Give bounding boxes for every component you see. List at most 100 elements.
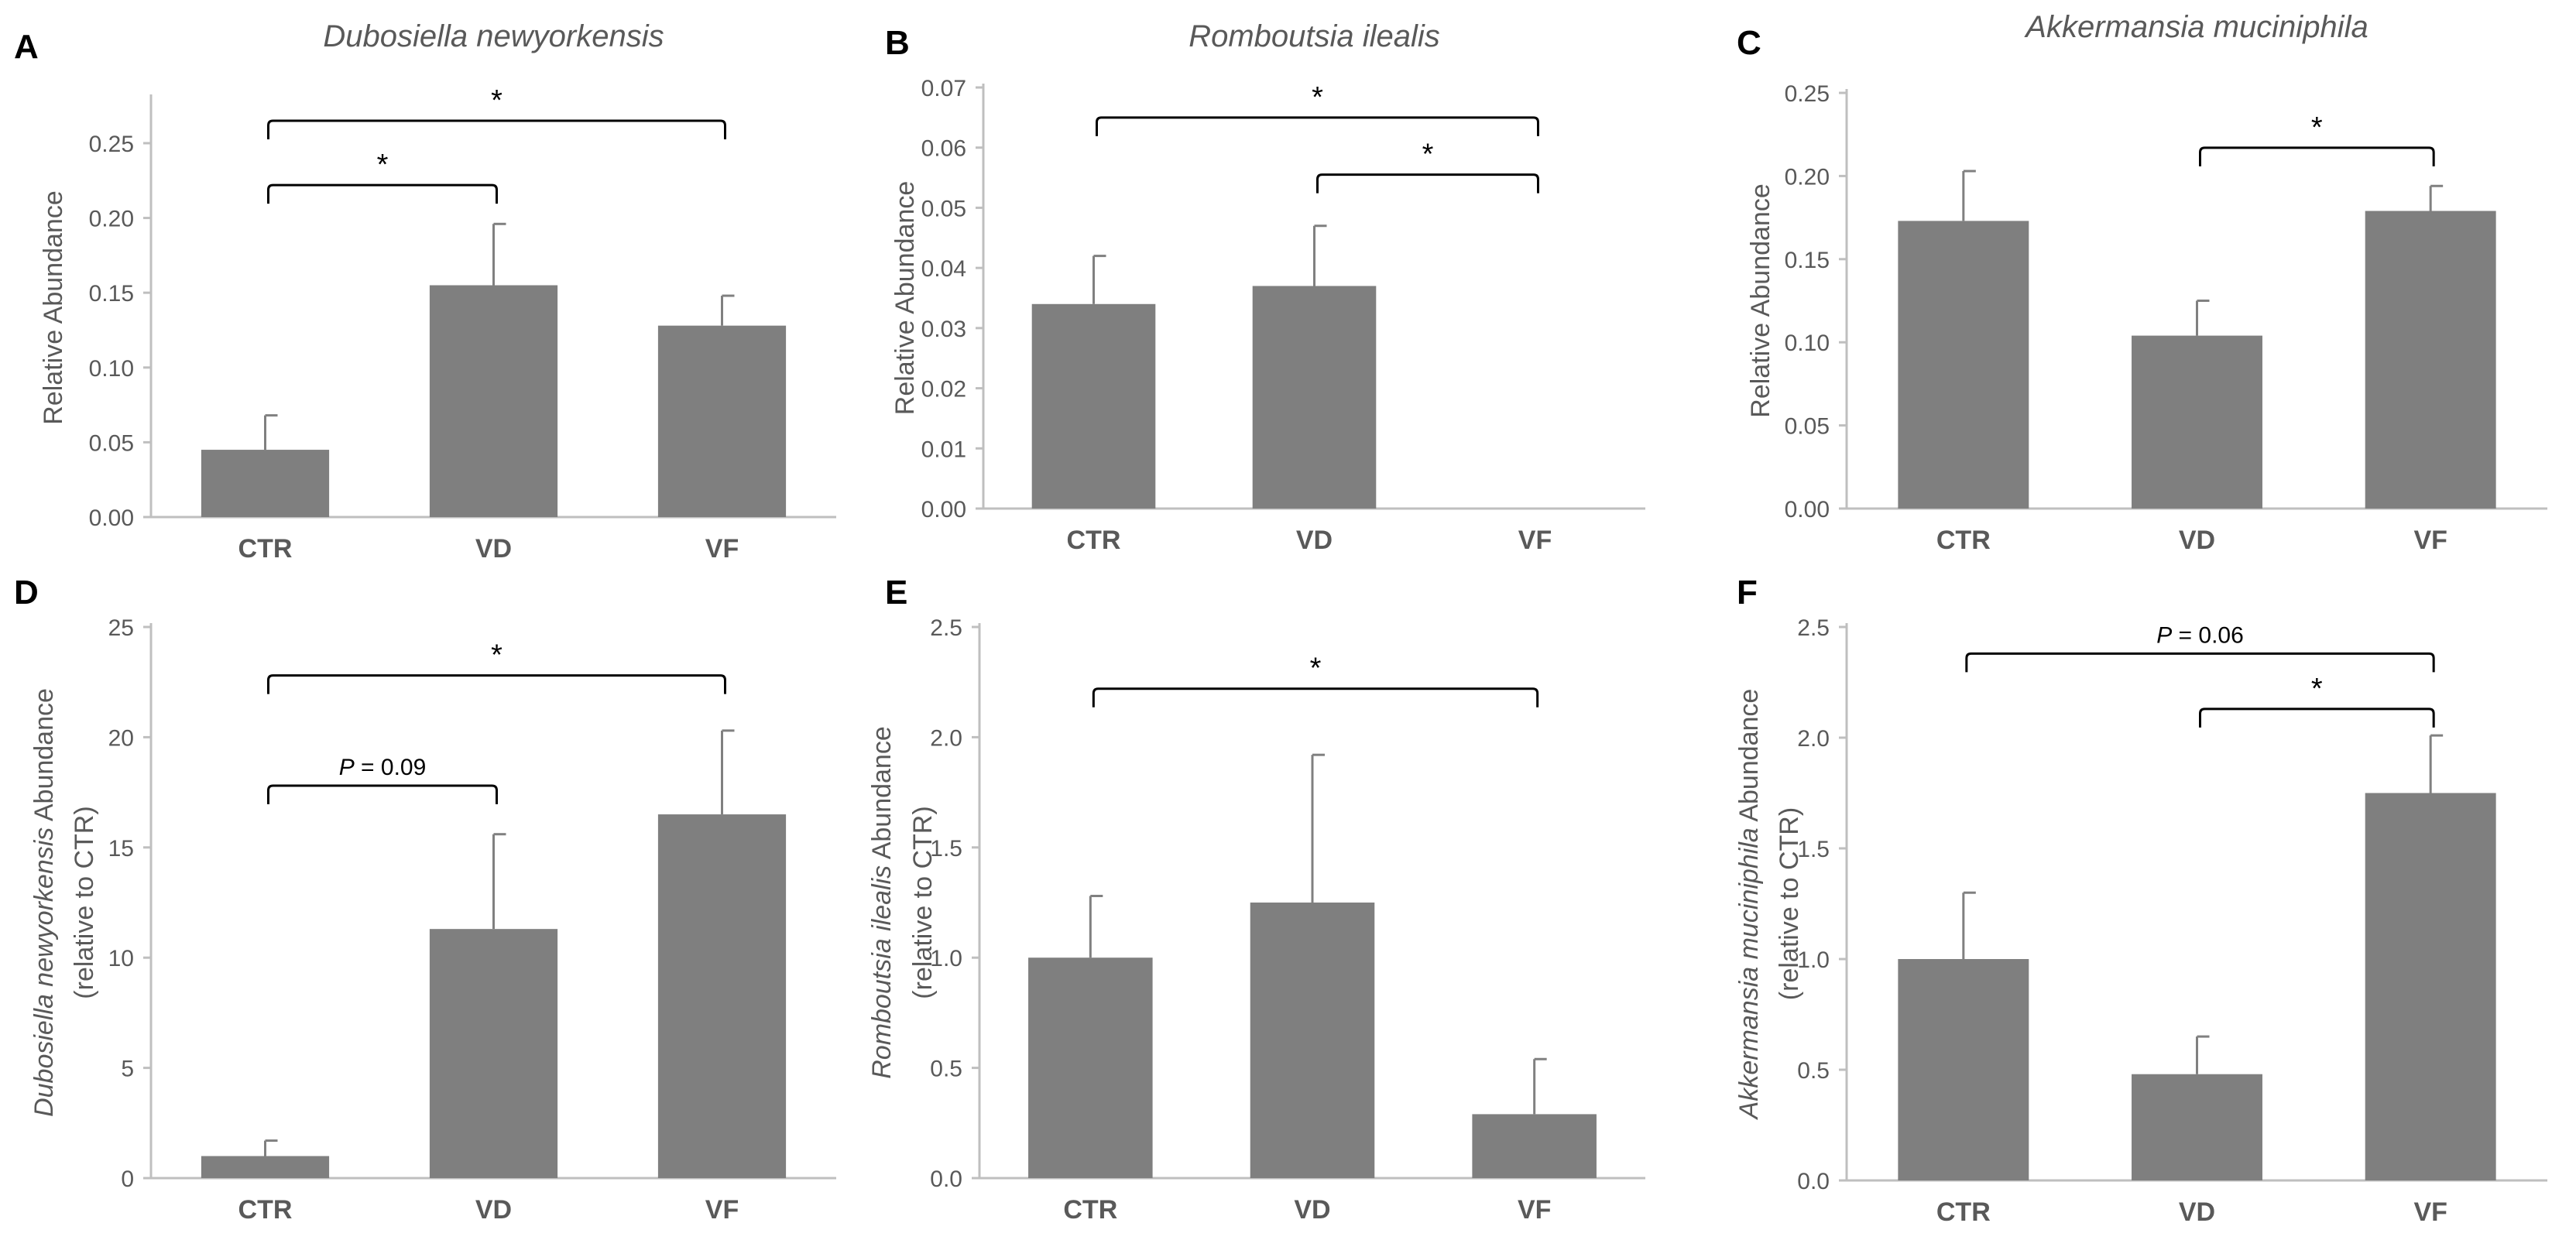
panel-c-bar-ctr [1898, 221, 2029, 509]
panel-d-y-label: Dubosiella newyorkensis Abundance [29, 688, 59, 1117]
panel-d: D 0 5 10 15 20 25 Dubosiella newyorkensis Abund… [14, 574, 836, 1225]
panel-d-bar-vf [657, 814, 787, 1178]
panel-e-y-tick-label: 1.5 [930, 836, 962, 862]
panel-a-category-label-ctr: CTR [238, 534, 293, 564]
panel-e-y-tick-label: 1.0 [930, 946, 962, 971]
panel-b-y-tick-label: 0.06 [921, 136, 966, 162]
panel-a-significance-bracket [267, 183, 498, 204]
panel-d-category-label-ctr: CTR [238, 1195, 293, 1225]
panel-f-significance-label: P = 0.06 [2156, 622, 2244, 648]
panel-b-bar-ctr [1031, 303, 1156, 509]
panel-b-significance-bracket [1316, 173, 1539, 194]
panel-f: F 0.0 0.5 1.0 1.5 2.0 2.5 Akkermansia muciniphi… [1734, 574, 2547, 1227]
panel-a: A Dubosiella newyorkensis 0.00 0.05 0.10 0.15… [14, 19, 836, 564]
panel-e-category-label-ctr: CTR [1063, 1195, 1117, 1225]
panel-b: B Romboutsia ilealis 0.00 0.01 0.02 0.03 0.04 0… [885, 19, 1645, 555]
panel-f-category-label-ctr: CTR [1936, 1197, 1991, 1227]
panel-e-y-tick-label: 0.5 [930, 1057, 962, 1082]
panel-f-letter: F [1737, 574, 1758, 612]
panel-d-bar-ctr [201, 1156, 330, 1178]
panel-a-significance-bracket [267, 119, 726, 139]
panel-c-y-tick-label: 0.10 [1785, 331, 1830, 356]
panel-a-significance-label: * [377, 149, 389, 181]
panel-b-category-label-vd: VD [1296, 526, 1333, 555]
panel-d-y-tick-label: 10 [108, 946, 134, 971]
panel-e-y-label: Romboutsia ilealis Abundance [867, 726, 897, 1079]
panel-b-y-tick-label: 0.02 [921, 377, 966, 403]
panel-e-category-label-vd: VD [1294, 1195, 1330, 1225]
panel-d-significance-label: * [491, 639, 503, 672]
panel-d-y-tick-label: 5 [121, 1057, 134, 1082]
panel-c-significance-bracket [2199, 146, 2435, 166]
panel-f-y-tick-label: 0.5 [1797, 1058, 1830, 1084]
panel-d-category-label-vf: VF [705, 1195, 739, 1225]
panel-c-y-tick-label: 0.25 [1785, 81, 1830, 107]
panel-b-y-tick-label: 0.07 [921, 76, 966, 101]
panel-d-y-tick-label: 20 [108, 725, 134, 751]
panel-f-y-tick-label: 1.0 [1797, 947, 1830, 973]
panel-e-bar-vd [1250, 903, 1375, 1178]
panel-a-letter: A [14, 28, 39, 66]
panel-f-y-label-line2: (relative to CTR) [1775, 807, 1804, 1000]
panel-c-y-tick-label: 0.00 [1785, 497, 1830, 522]
panel-f-y-label: Akkermansia muciniphila Abundance [1734, 689, 1764, 1121]
panel-d-bar-vd [429, 929, 558, 1178]
panel-e-bar-ctr [1028, 958, 1153, 1178]
panel-a-y-tick-label: 0.05 [89, 430, 134, 456]
panel-b-significance-label: * [1422, 139, 1434, 171]
panel-e-y-label-line2: (relative to CTR) [908, 806, 938, 999]
panel-a-bar-vd [429, 285, 558, 517]
panel-a-significance-label: * [491, 84, 503, 117]
panel-b-significance-label: * [1312, 81, 1323, 114]
panel-f-y-tick-label: 0.0 [1797, 1169, 1830, 1194]
panel-c-bar-vf [2365, 211, 2496, 509]
panel-a-y-tick-label: 0.20 [89, 207, 134, 232]
panel-a-y-tick-label: 0.15 [89, 281, 134, 307]
panel-e-category-label-vf: VF [1518, 1195, 1551, 1225]
panel-b-y-tick-label: 0.00 [921, 497, 966, 522]
panel-b-bar-vd [1252, 286, 1377, 509]
panel-b-y-tick-label: 0.01 [921, 437, 966, 462]
panel-d-y-tick-label: 0 [121, 1166, 134, 1192]
panel-c-category-label-ctr: CTR [1936, 526, 1991, 555]
panel-a-y-tick-label: 0.25 [89, 132, 134, 157]
panel-a-category-label-vd: VD [475, 534, 512, 564]
panel-d-y-label-line2: (relative to CTR) [70, 806, 99, 999]
panel-c-y-label: Relative Abundance [1746, 183, 1775, 417]
panel-c-y-tick-label: 0.20 [1785, 164, 1830, 190]
panel-f-y-tick-label: 1.5 [1797, 837, 1830, 862]
panel-f-y-tick-label: 2.0 [1797, 726, 1830, 752]
panel-f-significance-bracket [1965, 652, 2435, 673]
panel-c-category-label-vd: VD [2179, 526, 2215, 555]
panel-e: E 0.0 0.5 1.0 1.5 2.0 2.5 Romboutsia ilealis Ab… [867, 574, 1645, 1225]
panel-e-significance-label: * [1310, 653, 1322, 685]
panel-d-significance-bracket [267, 674, 726, 694]
panel-b-title: Romboutsia ilealis [1189, 19, 1440, 53]
panel-e-letter: E [885, 574, 907, 612]
panel-f-y-tick-label: 2.5 [1797, 615, 1830, 641]
panel-c-y-tick-label: 0.05 [1785, 414, 1830, 440]
panel-d-significance-bracket [267, 784, 498, 805]
panel-a-bar-ctr [201, 450, 330, 517]
panel-b-significance-bracket [1096, 116, 1539, 136]
panel-a-y-label: Relative Abundance [39, 190, 68, 424]
panel-c-bar-vd [2132, 335, 2262, 509]
panel-b-letter: B [885, 24, 910, 62]
panel-b-y-tick-label: 0.05 [921, 196, 966, 221]
panel-c-y-tick-label: 0.15 [1785, 248, 1830, 273]
panel-e-bar-vf [1472, 1114, 1597, 1178]
panel-e-significance-bracket [1092, 687, 1539, 707]
panel-a-bar-vf [657, 325, 787, 517]
panel-f-significance-label: * [2311, 673, 2323, 705]
panel-e-y-tick-label: 0.0 [930, 1166, 962, 1192]
panel-a-y-tick-label: 0.10 [89, 356, 134, 382]
panel-b-category-label-ctr: CTR [1067, 526, 1121, 555]
panel-b-y-tick-label: 0.04 [921, 256, 966, 282]
panel-b-y-tick-label: 0.03 [921, 317, 966, 342]
panel-a-y-tick-label: 0.00 [89, 505, 134, 531]
panel-d-significance-label: P = 0.09 [339, 755, 427, 780]
panel-d-letter: D [14, 574, 39, 612]
panel-a-category-label-vf: VF [705, 534, 739, 564]
panel-f-bar-ctr [1898, 959, 2029, 1180]
